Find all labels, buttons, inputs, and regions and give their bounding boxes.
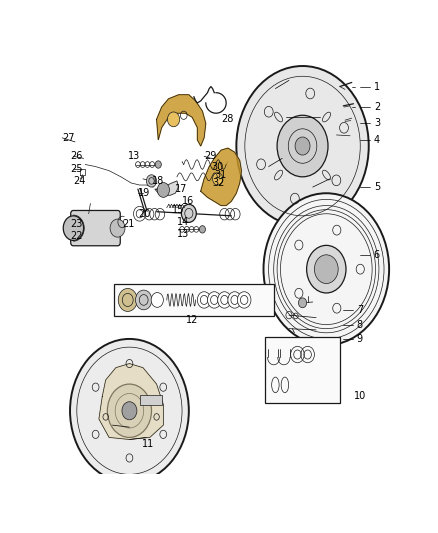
Text: 13: 13 [177,229,189,239]
Circle shape [181,204,196,222]
Polygon shape [156,95,206,146]
Text: 19: 19 [138,188,150,198]
Circle shape [218,292,231,308]
Circle shape [157,183,170,197]
Circle shape [197,292,211,308]
Text: 5: 5 [374,182,380,192]
Circle shape [237,66,369,226]
Text: 16: 16 [182,197,194,206]
Text: 32: 32 [212,178,225,188]
Polygon shape [201,148,241,206]
Circle shape [151,293,163,308]
Text: 18: 18 [152,176,164,186]
Text: 28: 28 [221,115,233,124]
Circle shape [212,173,223,185]
Circle shape [314,255,338,284]
Bar [265,337,340,402]
Text: 10: 10 [354,391,366,401]
Text: 6: 6 [374,250,380,260]
Text: 25: 25 [70,164,82,174]
Circle shape [118,288,137,311]
Circle shape [70,339,189,482]
Circle shape [107,384,152,438]
Circle shape [277,115,328,177]
Circle shape [307,245,346,293]
Circle shape [155,161,161,168]
Circle shape [295,137,310,155]
Text: 8: 8 [357,320,363,329]
Text: 24: 24 [74,176,86,186]
Text: 29: 29 [204,151,216,161]
Circle shape [135,290,152,310]
Circle shape [298,298,307,308]
Text: 4: 4 [374,135,380,145]
Text: 26: 26 [70,151,82,161]
FancyBboxPatch shape [71,211,120,246]
Circle shape [110,219,125,237]
Text: 13: 13 [128,151,140,161]
Text: 9: 9 [357,334,363,344]
Text: 11: 11 [142,439,154,449]
Circle shape [199,225,205,233]
Circle shape [237,292,251,308]
Text: 14: 14 [177,217,189,227]
Circle shape [146,175,156,187]
Circle shape [122,402,137,420]
Circle shape [167,112,180,127]
Text: 22: 22 [70,231,82,241]
Circle shape [264,193,389,345]
Circle shape [228,292,241,308]
Text: 30: 30 [211,161,223,172]
Circle shape [208,292,221,308]
Polygon shape [99,364,163,440]
Text: 21: 21 [123,219,135,229]
Text: 12: 12 [186,316,198,326]
Text: 23: 23 [70,219,82,229]
Text: 2: 2 [374,102,380,112]
Text: 17: 17 [175,184,187,194]
Text: 31: 31 [214,170,226,180]
Text: 7: 7 [357,305,363,315]
Bar [114,284,274,317]
Polygon shape [155,181,179,195]
Text: 20: 20 [138,209,150,219]
Text: 27: 27 [62,133,75,143]
Text: 3: 3 [374,118,380,128]
Text: 1: 1 [374,82,380,92]
Text: 15: 15 [172,205,184,215]
Circle shape [63,216,84,240]
Bar [140,395,162,406]
